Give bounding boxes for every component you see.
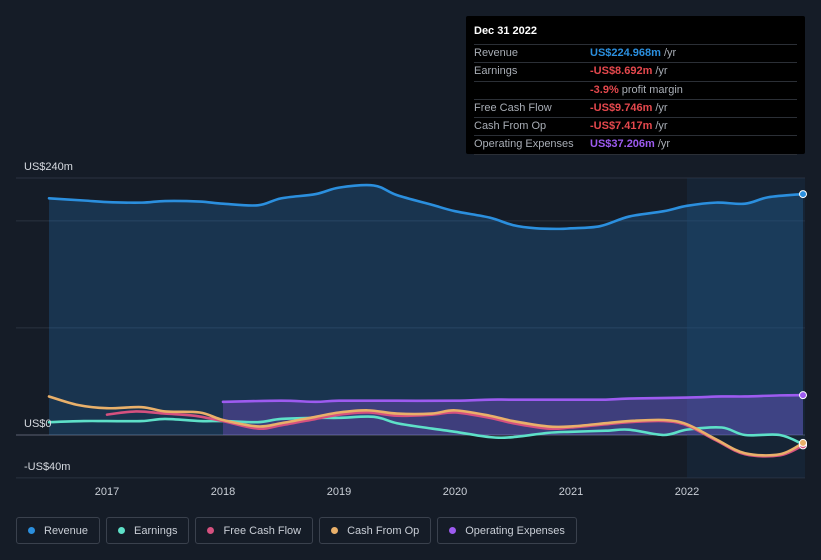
tooltip-row-label (474, 82, 590, 99)
legend-dot-icon (331, 527, 339, 534)
tooltip-rows: Revenue US$224.968m/yr Earnings -US$8.692m /… (474, 45, 797, 155)
legend-dot-icon (118, 527, 126, 534)
dot-layer (799, 190, 807, 450)
y-label-zero: US$0 (24, 418, 52, 430)
revenue-area (49, 185, 803, 435)
x-tick-label: 2018 (211, 486, 235, 498)
tooltip-row-value: -US$8.692m (590, 65, 653, 78)
cash-from-op-line (47, 395, 805, 457)
x-tick-label: 2019 (327, 486, 351, 498)
tooltip-row: Free Cash Flow -US$9.746m/yr (474, 100, 797, 119)
legend-item-earnings[interactable]: Earnings (106, 517, 190, 544)
tooltip-row-label: Revenue (474, 47, 519, 59)
revenue-end-point (799, 190, 807, 199)
legend-label: Revenue (44, 524, 89, 537)
y-label-top: US$240m (24, 161, 73, 173)
legend-label: Earnings (134, 524, 178, 537)
tooltip-row-unit: /yr (663, 47, 677, 59)
tooltip-row-unit: /yr (655, 101, 668, 114)
tooltip-row: -3.9% profit margin (474, 82, 797, 100)
tooltip-row-value: -US$7.417m (590, 120, 653, 133)
tooltip-panel: Dec 31 2022 Revenue US$224.968m/yr Earning… (466, 16, 805, 155)
tooltip-row-value: US$224.968m (590, 47, 661, 59)
grid-layer (16, 177, 805, 479)
tooltip-row-label: Free Cash Flow (474, 101, 552, 114)
legend-dot-icon (207, 527, 215, 534)
tooltip-row-value: -3.9% (590, 83, 619, 96)
y-label-bottom: -US$40m (24, 461, 70, 473)
tooltip-row-unit: /yr (655, 65, 668, 78)
x-tick-label: 2021 (559, 486, 583, 498)
fill-layer (49, 185, 803, 435)
operating-expenses-line (221, 393, 805, 404)
line-layer (47, 183, 805, 458)
tooltip-row: Operating Expenses US$37.206m/yr (474, 136, 797, 155)
cash-from-op-end-point (799, 438, 807, 447)
legend-dot-icon (449, 527, 457, 534)
operating-expenses-area (223, 395, 803, 435)
tooltip-row-value: -US$9.746m (590, 101, 653, 114)
tooltip-row: Revenue US$224.968m/yr (474, 45, 797, 64)
tooltip-row-unit: /yr (655, 120, 668, 133)
x-tick-labels: 2017 2018 2019 2020 2021 2022 (95, 486, 699, 498)
legend-item-operating-expenses[interactable]: Operating Expenses (437, 517, 577, 544)
legend-item-cash-from-op[interactable]: Cash From Op (319, 517, 432, 544)
tooltip-date: Dec 31 2022 (474, 24, 797, 45)
legend-dot-icon (28, 527, 35, 534)
earnings-line (47, 415, 805, 446)
tooltip-row-value: US$37.206m (590, 138, 655, 151)
legend: Revenue Earnings Free Cash Flow Cash From O… (16, 517, 577, 544)
tooltip-row: Earnings -US$8.692m/yr (474, 63, 797, 82)
legend-label: Cash From Op (347, 524, 420, 537)
tooltip-row: Cash From Op -US$7.417m/yr (474, 118, 797, 137)
tooltip-row-unit: /yr (657, 138, 671, 151)
tooltip-row-label: Cash From Op (474, 120, 547, 133)
legend-item-revenue[interactable]: Revenue (16, 517, 101, 544)
revenue-line (47, 183, 805, 231)
x-tick-label: 2020 (443, 486, 467, 498)
legend-label: Operating Expenses (465, 524, 565, 537)
tooltip-row-label: Earnings (474, 65, 518, 78)
x-tick-label: 2017 (95, 486, 119, 498)
legend-item-free-cash-flow[interactable]: Free Cash Flow (195, 517, 314, 544)
x-tick-label: 2022 (675, 486, 699, 498)
legend-label: Free Cash Flow (223, 524, 302, 537)
operating-expenses-end-point (799, 391, 807, 400)
tooltip-row-unit: profit margin (621, 83, 683, 96)
tooltip-row-label: Operating Expenses (474, 138, 574, 151)
